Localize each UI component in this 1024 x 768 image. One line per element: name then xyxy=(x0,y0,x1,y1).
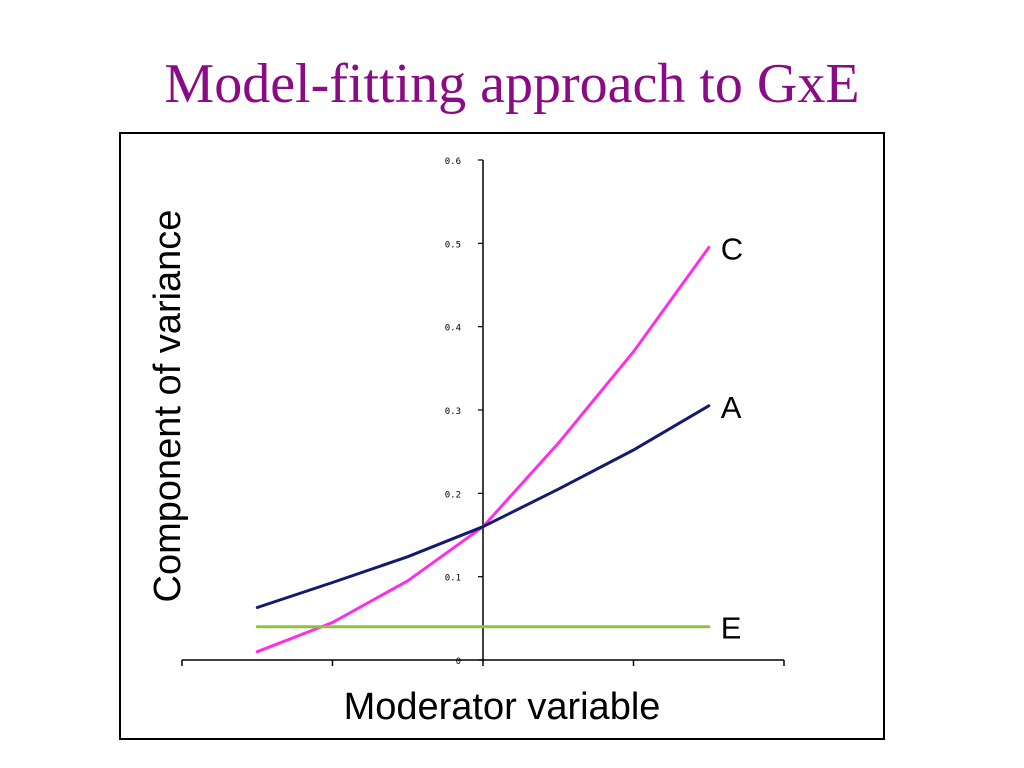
chart-series xyxy=(255,246,711,654)
chart-frame xyxy=(119,132,885,740)
y-tick-label-1: 0.1 xyxy=(445,574,461,584)
y-tick-label-0: 0 xyxy=(456,657,461,667)
x-axis-label: Moderator variable xyxy=(343,686,661,728)
chart-series-labels: C A E xyxy=(721,232,743,646)
y-tick-label-5: 0.5 xyxy=(445,240,461,250)
series-label-c: C xyxy=(721,232,743,267)
slide-title: Model-fitting approach to GxE xyxy=(164,53,860,115)
series-line-a xyxy=(255,404,711,609)
y-axis-label: Component of variance xyxy=(147,209,189,603)
series-label-a: A xyxy=(721,390,742,425)
chart-axes: 0 0.1 0.2 0.3 0.4 0.5 0.6 xyxy=(181,157,785,667)
y-tick-label-2: 0.2 xyxy=(445,490,461,500)
series-label-e: E xyxy=(721,611,742,646)
y-tick-label-6: 0.6 xyxy=(445,157,461,167)
y-tick-label-3: 0.3 xyxy=(445,407,461,417)
y-tick-label-4: 0.4 xyxy=(445,324,461,334)
